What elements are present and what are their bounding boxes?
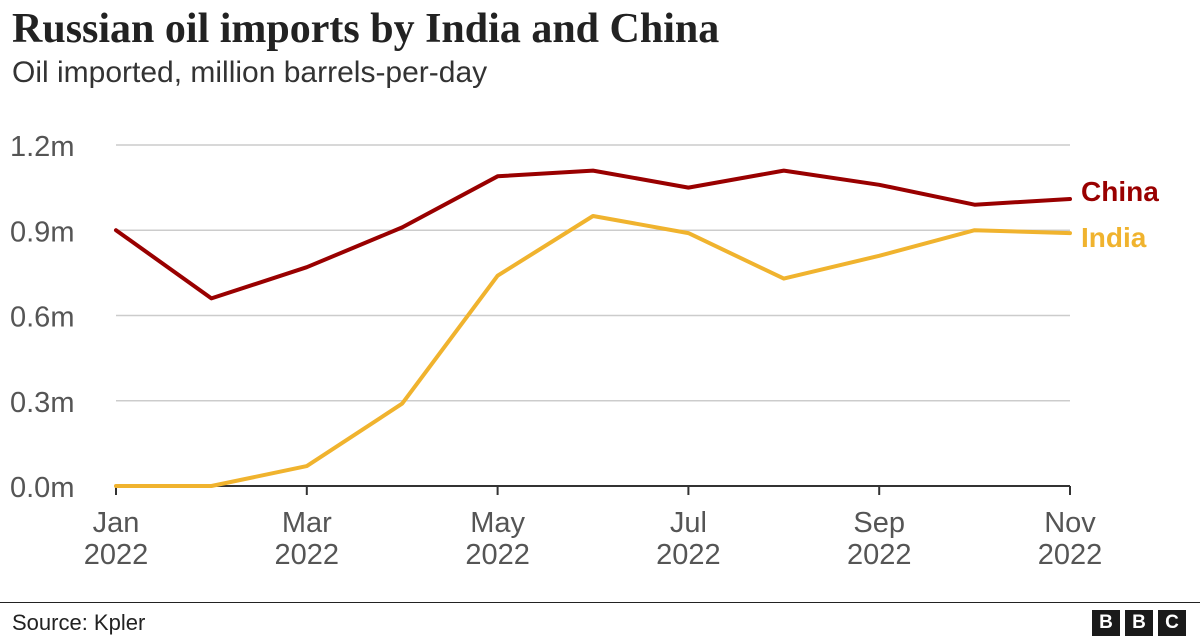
x-tick-label: 2022	[465, 539, 530, 571]
x-tick-label: Nov	[1044, 507, 1096, 539]
source-note: Source: Kpler	[12, 610, 146, 635]
x-tick-label: 2022	[847, 539, 912, 571]
x-tick-label: 2022	[84, 539, 149, 571]
x-axis	[115, 485, 1071, 495]
y-tick-label: 0.0m	[10, 472, 74, 504]
inline-legend: China India	[1081, 176, 1159, 253]
logo-letter-b1: B	[1092, 610, 1120, 636]
legend-label-india: India	[1081, 222, 1147, 253]
series-lines	[114, 168, 1072, 488]
y-tick-label: 0.6m	[10, 302, 74, 334]
chart-subtitle: Oil imported, million barrels-per-day	[12, 56, 488, 89]
y-tick-label: 0.9m	[10, 216, 74, 248]
x-tick-label: 2022	[656, 539, 721, 571]
logo-letter-b2: B	[1125, 610, 1153, 636]
logo-letter-c: C	[1158, 610, 1186, 636]
y-axis-labels: 0.0m 0.3m 0.6m 0.9m 1.2m	[10, 131, 74, 504]
series-line-india	[114, 214, 1072, 488]
x-axis-labels: Jan2022Mar2022May2022Jul2022Sep2022Nov20…	[84, 507, 1103, 571]
x-tick-label: 2022	[275, 539, 340, 571]
x-tick-label: May	[470, 507, 525, 539]
line-chart: 0.0m0.3m0.6m0.9m1.2m Jan2022Mar2022May20…	[10, 131, 1159, 571]
x-tick-label: Jul	[670, 507, 707, 539]
series-line-china	[114, 168, 1072, 301]
footer-divider	[0, 602, 1200, 603]
gridlines	[116, 144, 1070, 402]
x-tick-label: Sep	[853, 507, 905, 539]
bbc-logo: B B C	[1092, 610, 1186, 636]
x-tick-label: Mar	[282, 507, 332, 539]
x-tick-label: Jan	[93, 507, 140, 539]
x-tick-label: 2022	[1038, 539, 1103, 571]
legend-label-china: China	[1081, 176, 1159, 207]
y-tick-label: 1.2m	[10, 131, 74, 163]
chart-title: Russian oil imports by India and China	[12, 6, 720, 52]
y-tick-label: 0.3m	[10, 387, 74, 419]
